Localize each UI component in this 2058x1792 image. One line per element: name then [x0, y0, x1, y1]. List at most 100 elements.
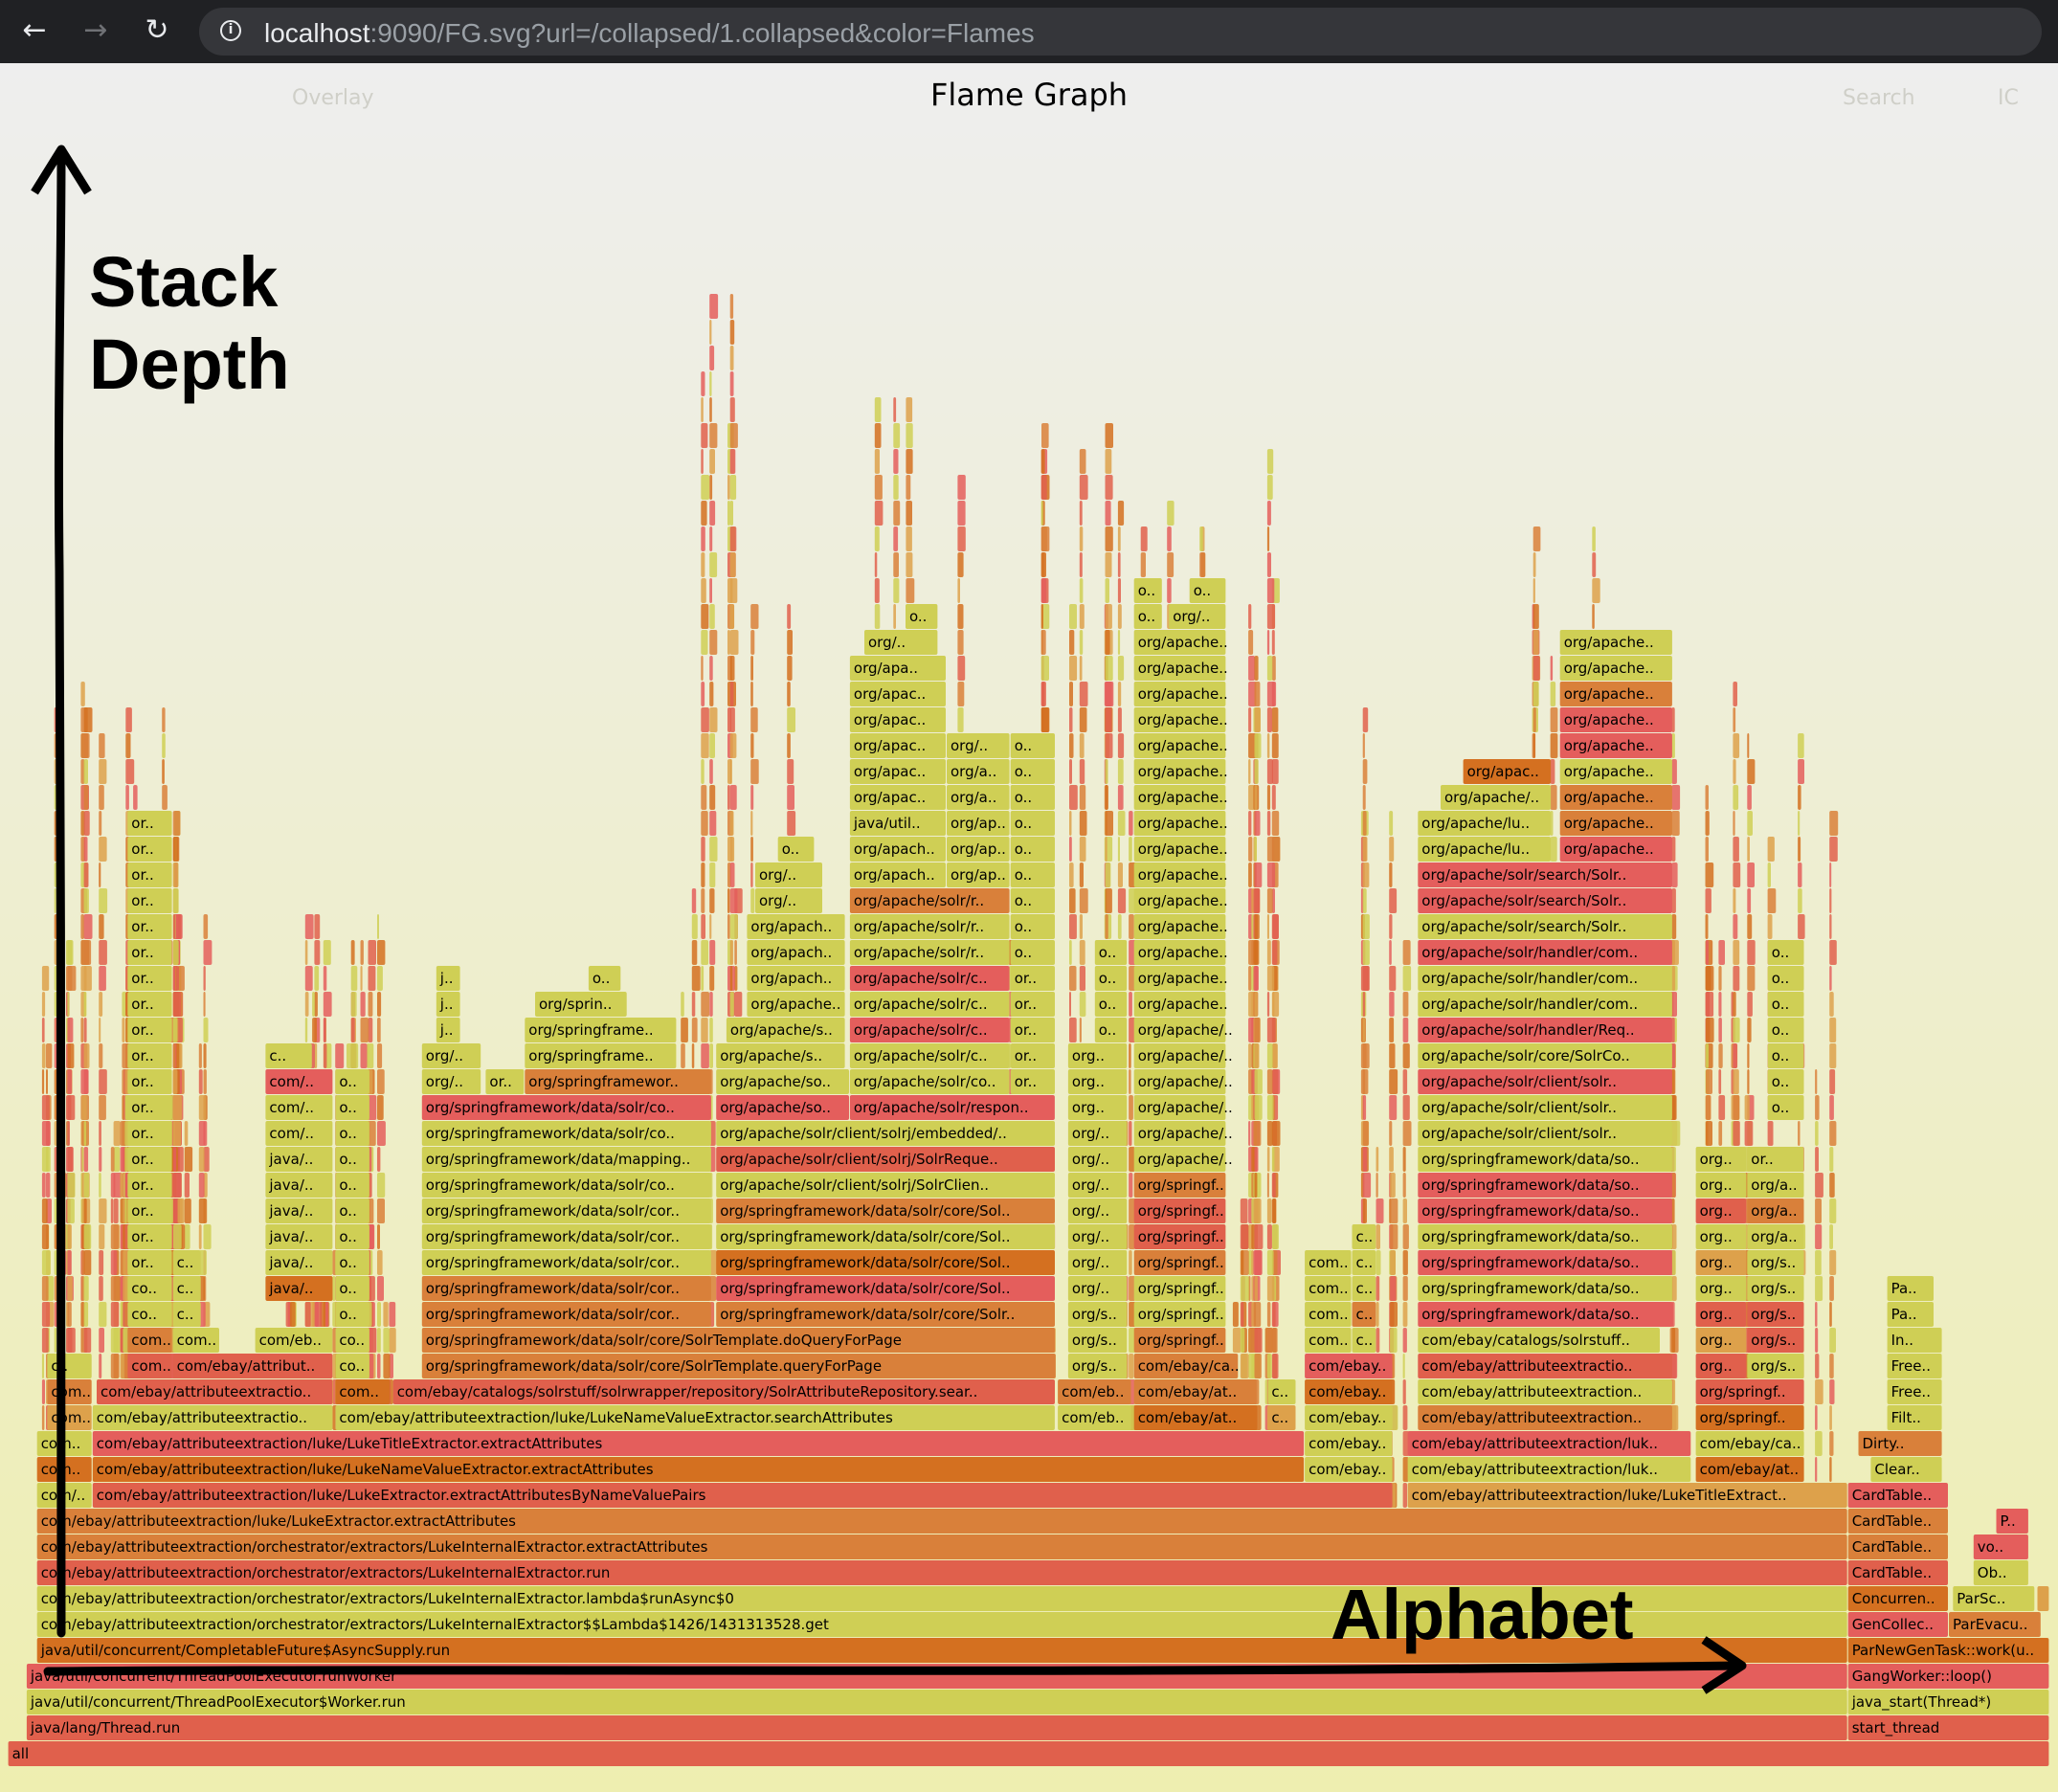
stack-frame[interactable]: CardTable..CardTable..: [1847, 1534, 1948, 1559]
stack-frame[interactable]: vo..vo..: [1973, 1534, 2028, 1559]
stack-frame[interactable]: com/ebay/attributeextraction/luke/LukeTi…: [92, 1431, 1305, 1456]
stack-frame[interactable]: com/ebay/attributeextraction..com/ebay/a…: [1418, 1405, 1672, 1430]
stack-frame[interactable]: com/ebay..com/ebay..: [1305, 1405, 1393, 1430]
stack-frame[interactable]: com/ebay/catalogs/solrstuff/solrwrapper/…: [392, 1379, 1055, 1404]
stack-frame[interactable]: com/ebay/attributeextraction/luk..com/eb…: [1407, 1431, 1691, 1456]
stack-frame[interactable]: com/ebay/attributeextraction/luke/LukeNa…: [92, 1457, 1305, 1482]
flame-spike: [360, 940, 364, 965]
stack-frame[interactable]: CardTable..CardTable..: [1847, 1509, 1948, 1534]
flame-spike: [1532, 578, 1535, 603]
stack-frame[interactable]: ParNewGenTask::work(u..ParNewGenTask::wo…: [1847, 1638, 2049, 1663]
stack-frame[interactable]: com/ebay..com/ebay..: [1305, 1431, 1393, 1456]
stack-frame[interactable]: com/ebay/attributeextractio..com/ebay/at…: [92, 1405, 333, 1430]
stack-frame[interactable]: com/ebay/attributeextraction..com/ebay/a…: [1418, 1379, 1672, 1404]
stack-frame[interactable]: c..c..: [47, 1354, 92, 1378]
url-text[interactable]: localhost:9090/FG.svg?url=/collapsed/1.c…: [264, 18, 1035, 49]
stack-frame[interactable]: com/eb..com/eb..: [1058, 1405, 1131, 1430]
stack-frame[interactable]: [2037, 1586, 2049, 1611]
stack-frame-label: CardTable..: [1852, 1564, 1932, 1581]
stack-frame[interactable]: com/..com/..: [36, 1483, 92, 1508]
stack-frame[interactable]: org/s..org/s..: [1067, 1328, 1128, 1353]
flame-spike: [172, 940, 179, 965]
stack-frame[interactable]: org/springf..org/springf..: [1695, 1405, 1804, 1430]
stack-frame[interactable]: c..c..: [1267, 1379, 1296, 1404]
stack-frame[interactable]: com..com..: [47, 1379, 92, 1404]
stack-frame[interactable]: com/ebay/attributeextraction/luke/LukeEx…: [92, 1483, 1393, 1508]
flame-spike: [709, 526, 713, 551]
stack-frame[interactable]: org/s..org/s..: [1747, 1354, 1804, 1378]
stack-frame[interactable]: com/ebay/attributeextraction/luke/LukeEx…: [36, 1509, 1847, 1534]
stack-frame[interactable]: Free..Free..: [1887, 1354, 1942, 1378]
stack-frame[interactable]: java_start(Thread*)java_start(Thread*): [1847, 1690, 2049, 1714]
stack-frame[interactable]: com/ebay/attributeextractio..com/ebay/at…: [97, 1379, 333, 1404]
stack-frame[interactable]: com/ebay/attributeextractio..com/ebay/at…: [1418, 1354, 1672, 1378]
stack-frame[interactable]: Filt..Filt..: [1887, 1405, 1942, 1430]
stack-frame[interactable]: java/util/concurrent/ThreadPoolExecutor$…: [26, 1690, 1847, 1714]
stack-frame[interactable]: org..org..: [1695, 1354, 1747, 1378]
stack-frame-label: java/util/concurrent/CompletableFuture$A…: [40, 1642, 450, 1659]
stack-frame-rect[interactable]: [8, 1741, 2049, 1766]
stack-frame[interactable]: co..co..: [335, 1354, 369, 1378]
stack-frame[interactable]: GenCollec..GenCollec..: [1847, 1612, 1948, 1637]
stack-frame[interactable]: com/ebay..com/ebay..: [1305, 1379, 1393, 1404]
stack-frame[interactable]: CardTable..CardTable..: [1847, 1560, 1948, 1585]
stack-frame[interactable]: com..com..: [36, 1457, 92, 1482]
stack-frame[interactable]: java/util/concurrent/ThreadPoolExecutor.…: [26, 1664, 1847, 1689]
flame-spike: [957, 630, 964, 655]
address-bar[interactable]: i localhost:9090/FG.svg?url=/collapsed/1…: [199, 8, 2042, 56]
back-button[interactable]: ←: [22, 13, 47, 47]
stack-frame[interactable]: org/springf..org/springf..: [1695, 1379, 1804, 1404]
stack-frame[interactable]: GangWorker::loop()GangWorker::loop(): [1847, 1664, 2049, 1689]
flame-spike: [1671, 1173, 1676, 1198]
flame-spike: [1747, 733, 1750, 758]
stack-frame[interactable]: com/eb..com/eb..: [1058, 1379, 1131, 1404]
stack-frame[interactable]: org/s..org/s..: [1067, 1354, 1128, 1378]
stack-frame[interactable]: ParSc..ParSc..: [1953, 1586, 2035, 1611]
stack-frame[interactable]: Clear..Clear..: [1870, 1457, 1942, 1482]
info-icon[interactable]: i: [220, 20, 241, 41]
stack-frame[interactable]: start_threadstart_thread: [1847, 1715, 2049, 1740]
stack-frame[interactable]: CardTable..CardTable..: [1847, 1483, 1948, 1508]
stack-frame[interactable]: com/ebay/attributeextraction/luke/LukeNa…: [335, 1405, 1055, 1430]
stack-frame[interactable]: com/ebay/at..com/ebay/at..: [1133, 1405, 1257, 1430]
stack-frame[interactable]: com/ebay/ca..com/ebay/ca..: [1133, 1354, 1240, 1378]
flame-spike: [83, 862, 89, 887]
stack-frame[interactable]: com..com..: [47, 1405, 92, 1430]
stack-frame[interactable]: com..com..: [127, 1354, 172, 1378]
stack-frame[interactable]: com/ebay/attribut..com/ebay/attribut..: [172, 1354, 333, 1378]
stack-frame[interactable]: P..P..: [1996, 1509, 2028, 1534]
stack-frame[interactable]: com/ebay/at..com/ebay/at..: [1695, 1457, 1804, 1482]
flame-spike: [1069, 888, 1076, 913]
stack-frame[interactable]: com..com..: [127, 1328, 172, 1353]
stack-frame[interactable]: Dirty..Dirty..: [1858, 1431, 1942, 1456]
reload-button[interactable]: ↻: [145, 13, 169, 47]
stack-frame[interactable]: com..com..: [172, 1328, 219, 1353]
stack-frame-rect[interactable]: [2037, 1586, 2049, 1611]
stack-frame[interactable]: co..co..: [335, 1328, 369, 1353]
stack-frame[interactable]: com/ebay..com/ebay..: [1305, 1457, 1393, 1482]
stack-frame[interactable]: com/ebay/attributeextraction/luke/LukeTi…: [1407, 1483, 1847, 1508]
stack-frame-rect[interactable]: [26, 1715, 1847, 1740]
flame-spike: [1550, 785, 1557, 810]
stack-frame[interactable]: com/ebay/attributeextraction/orchestrato…: [36, 1534, 1847, 1559]
stack-frame[interactable]: com..com..: [335, 1379, 391, 1404]
stack-frame[interactable]: com/ebay/at..com/ebay/at..: [1133, 1379, 1257, 1404]
stack-frame[interactable]: org/springframework/data/solr/core/SolrT…: [421, 1354, 1055, 1378]
stack-frame[interactable]: Concurren..Concurren..: [1847, 1586, 1948, 1611]
stack-frame[interactable]: Free..Free..: [1887, 1379, 1942, 1404]
stack-frame[interactable]: com/eb..com/eb..: [255, 1328, 333, 1353]
stack-frame[interactable]: com..com..: [36, 1431, 92, 1456]
stack-frame[interactable]: org/springframework/data/solr/core/SolrT…: [421, 1328, 1055, 1353]
flame-spike: [1248, 837, 1253, 862]
forward-button[interactable]: →: [83, 13, 108, 47]
stack-frame[interactable]: com/ebay/ca..com/ebay/ca..: [1695, 1431, 1804, 1456]
stack-frame[interactable]: com/ebay/attributeextraction/luk..com/eb…: [1407, 1457, 1691, 1482]
stack-frame[interactable]: ParEvacu..ParEvacu..: [1949, 1612, 2041, 1637]
flame-spike: [1389, 888, 1398, 913]
stack-frame[interactable]: com/ebay..com/ebay..: [1305, 1354, 1393, 1378]
stack-frame[interactable]: Ob..Ob..: [1973, 1560, 2028, 1585]
stack-frame[interactable]: allall: [8, 1741, 2049, 1766]
flame-spike: [1105, 423, 1113, 448]
stack-frame[interactable]: c..c..: [1267, 1405, 1296, 1430]
